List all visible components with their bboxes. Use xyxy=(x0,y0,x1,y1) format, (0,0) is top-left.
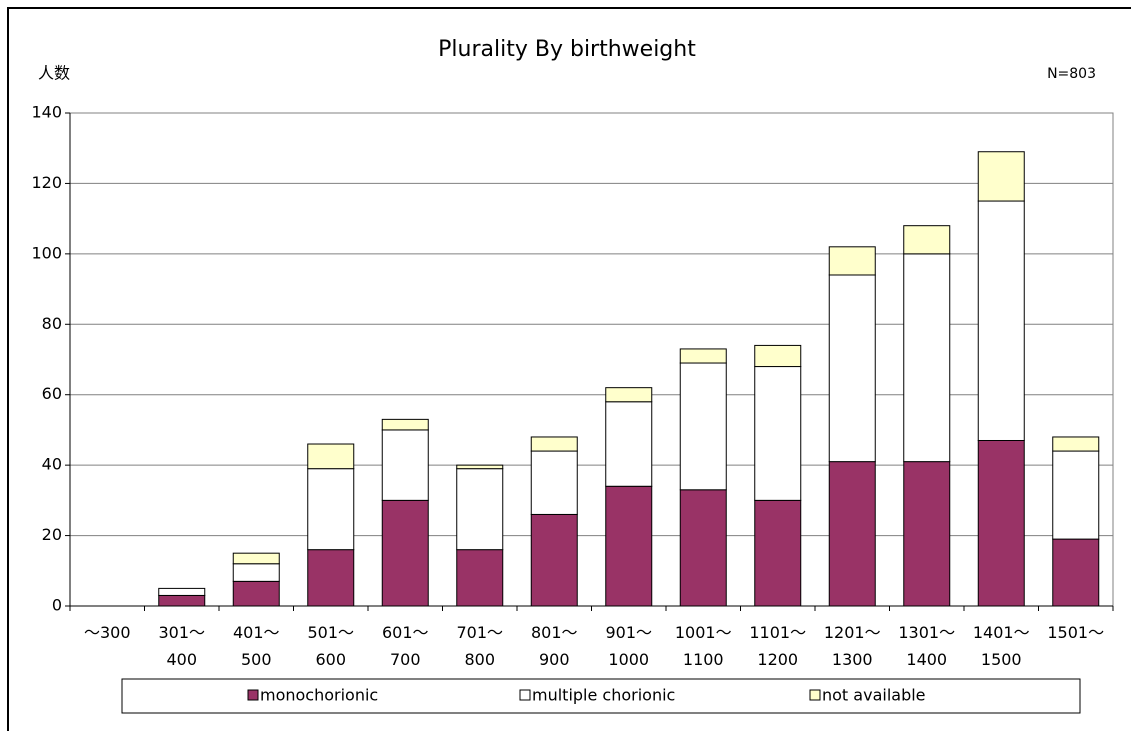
x-tick-label: 1101～ 1200 xyxy=(749,623,806,669)
bar-segment xyxy=(307,549,355,607)
legend-swatch xyxy=(247,689,259,701)
y-tick-label: 140 xyxy=(31,103,62,122)
x-tick-label: 701～ 800 xyxy=(456,623,503,669)
bar-segment xyxy=(158,594,206,607)
frame xyxy=(7,7,1131,731)
x-tick-label: 801～ 900 xyxy=(531,623,578,669)
plot-area xyxy=(69,112,1114,607)
bar-segment xyxy=(1052,538,1100,607)
y-tick-label: 40 xyxy=(42,455,62,474)
bar-segment xyxy=(158,587,206,596)
bar-segment xyxy=(754,344,802,368)
bar-segment xyxy=(307,468,355,551)
bar-segment xyxy=(381,418,429,431)
chart-title: Plurality By birthweight xyxy=(438,37,696,62)
x-tick-label: 1301～ 1400 xyxy=(898,623,955,669)
bar-segment xyxy=(381,429,429,501)
y-tick-label: 0 xyxy=(52,596,62,615)
legend-label: multiple chorionic xyxy=(532,686,675,705)
x-tick-label: 401～ 500 xyxy=(233,623,280,669)
bar-segment xyxy=(679,348,727,364)
bar-segment xyxy=(456,549,504,607)
bar-segment xyxy=(754,499,802,607)
legend-swatch xyxy=(519,689,531,701)
bar-segment xyxy=(381,499,429,607)
x-tick-label: 1201～ 1300 xyxy=(824,623,881,669)
bar-segment xyxy=(977,151,1025,202)
bar-segment xyxy=(828,246,876,276)
x-tick-label: 301～ 400 xyxy=(158,623,205,669)
bar-segment xyxy=(903,461,951,607)
bar-segment xyxy=(1052,436,1100,452)
y-axis-label: 人数 xyxy=(38,64,70,83)
legend-swatch xyxy=(809,689,821,701)
bar-segment xyxy=(679,489,727,607)
x-tick-label: ～300 xyxy=(84,623,131,642)
y-tick-label: 60 xyxy=(42,384,62,403)
x-tick-label: 901～ 1000 xyxy=(605,623,652,669)
bar-segment xyxy=(605,387,653,403)
bar-segment xyxy=(456,464,504,470)
x-tick-label: 1501～ xyxy=(1047,623,1104,642)
bar-segment xyxy=(977,200,1025,441)
bar-segment xyxy=(530,436,578,452)
legend-label: not available xyxy=(822,686,926,705)
bar-segment xyxy=(828,274,876,463)
bar-segment xyxy=(679,362,727,491)
bar-segment xyxy=(530,450,578,515)
y-tick-label: 120 xyxy=(31,173,62,192)
bar-segment xyxy=(605,401,653,487)
bar-segment xyxy=(232,552,280,565)
bar-segment xyxy=(828,461,876,607)
x-tick-label: 501～ 600 xyxy=(307,623,354,669)
annotation: N=803 xyxy=(1047,66,1096,82)
y-tick-label: 80 xyxy=(42,314,62,333)
bar-segment xyxy=(232,563,280,582)
bar-segment xyxy=(903,225,951,255)
legend-label: monochorionic xyxy=(260,686,378,705)
bar-segment xyxy=(903,253,951,463)
bar-segment xyxy=(605,485,653,607)
bar-segment xyxy=(456,468,504,551)
x-tick-label: 1001～ 1100 xyxy=(675,623,732,669)
x-tick-label: 601～ 700 xyxy=(382,623,429,669)
legend xyxy=(121,678,1081,714)
bar-segment xyxy=(977,439,1025,607)
y-tick-label: 20 xyxy=(42,525,62,544)
x-tick-label: 1401～ 1500 xyxy=(973,623,1030,669)
bar-segment xyxy=(1052,450,1100,540)
y-tick-label: 100 xyxy=(31,243,62,262)
bar-segment xyxy=(530,513,578,607)
bar-segment xyxy=(307,443,355,470)
bar-segment xyxy=(232,580,280,607)
bar-segment xyxy=(754,366,802,501)
